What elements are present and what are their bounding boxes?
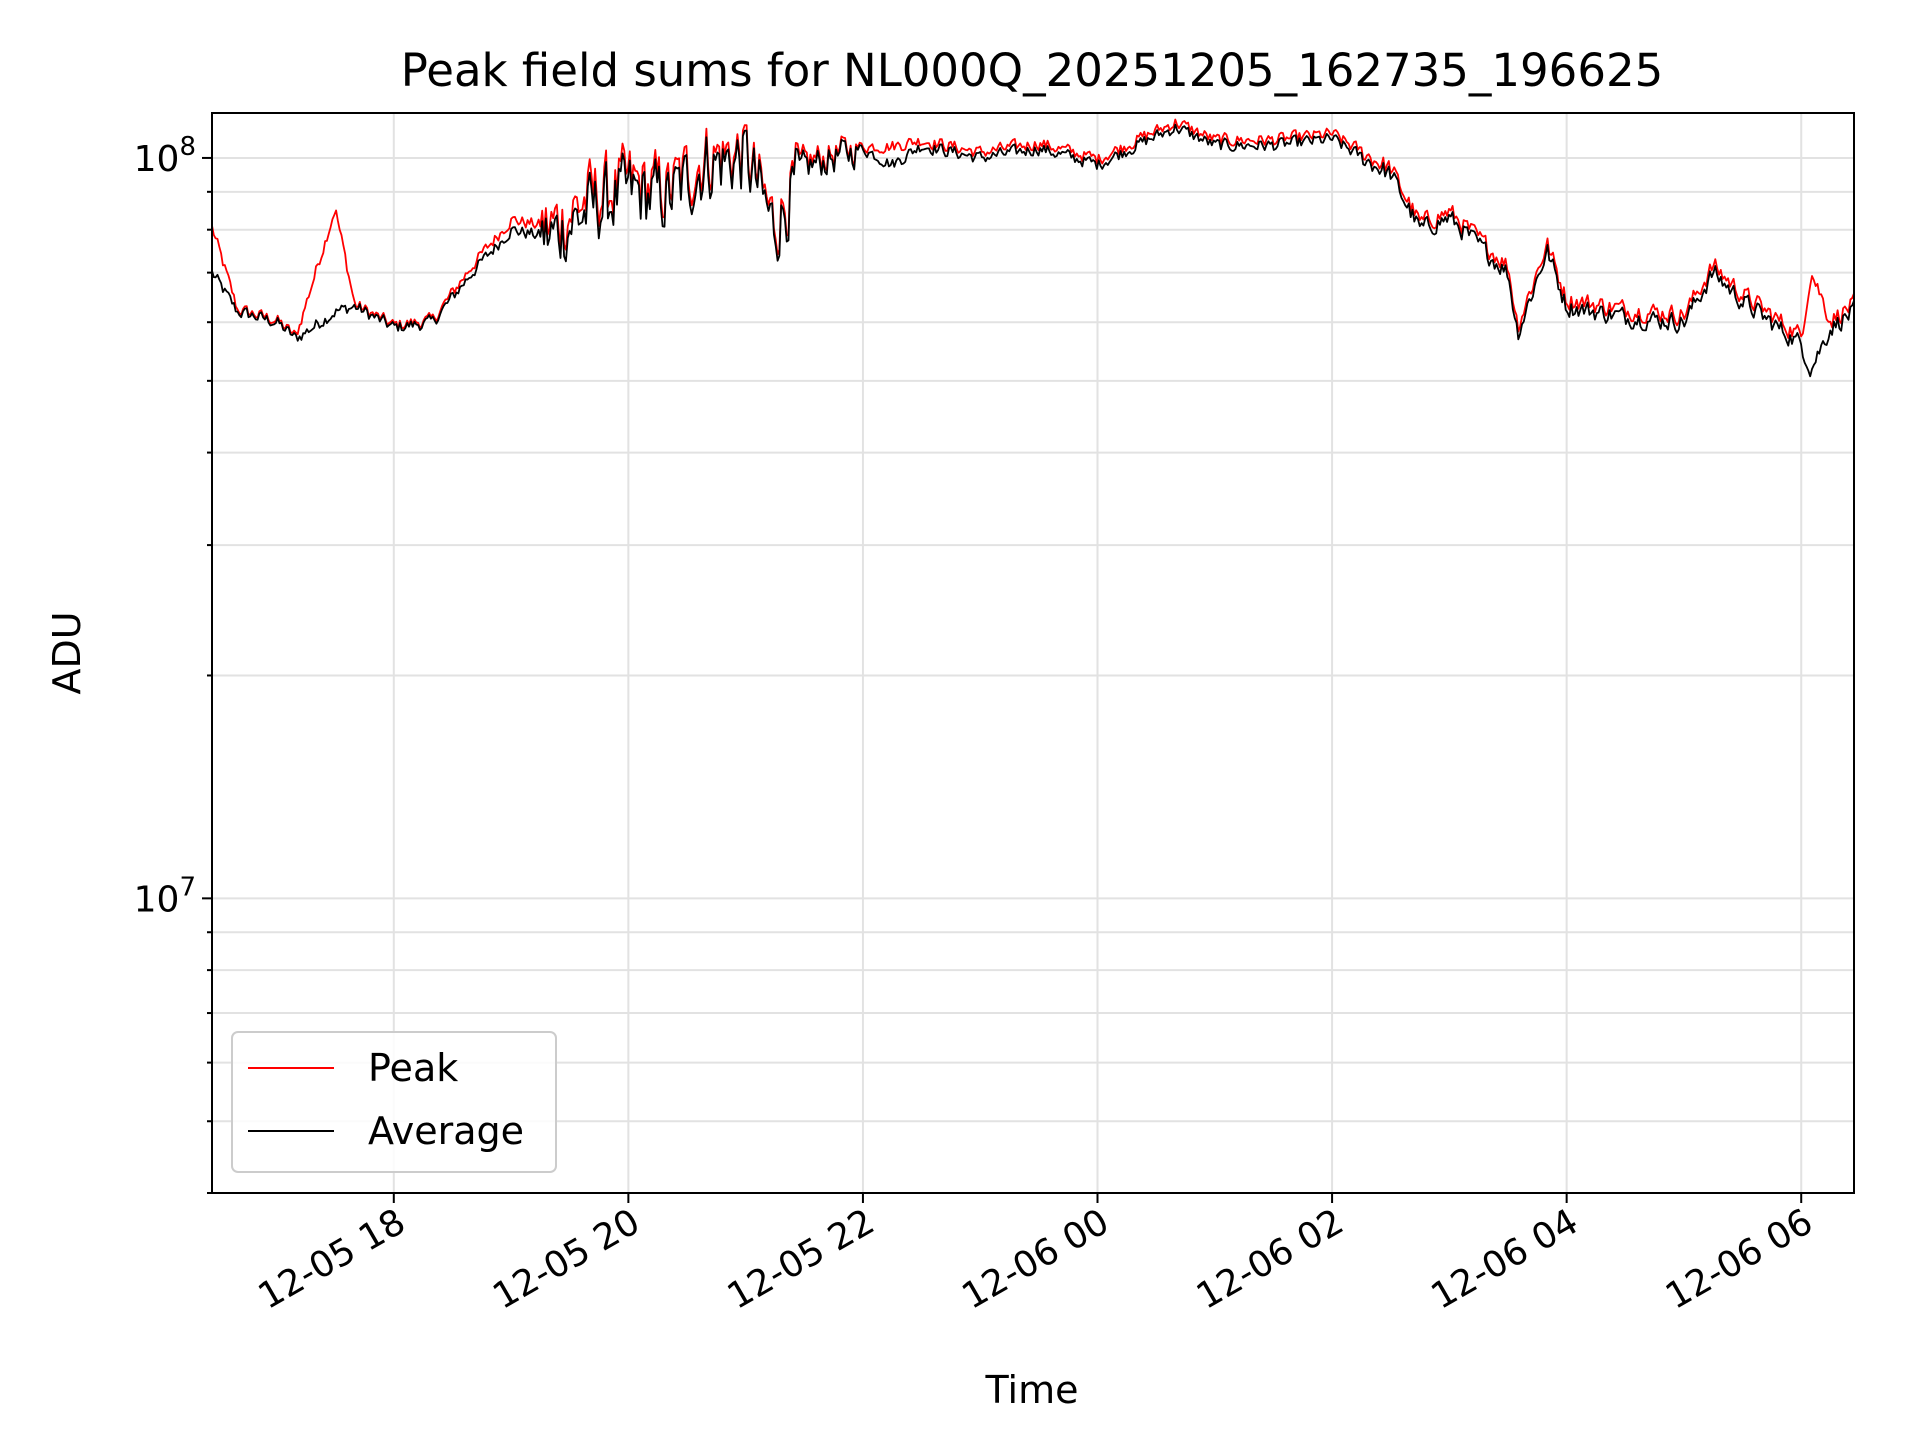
y-tick-label: 108	[134, 132, 196, 180]
series-line-peak	[211, 118, 1855, 339]
chart-title: Peak field sums for NL000Q_20251205_1627…	[401, 44, 1663, 97]
y-axis: 107 108	[134, 132, 212, 1194]
series-layer	[211, 118, 1855, 378]
y-tick-label: 107	[134, 872, 196, 920]
plot-frame	[211, 112, 1855, 1194]
series-line-average	[211, 123, 1855, 378]
y-axis-label: ADU	[45, 611, 89, 694]
legend: Peak Average	[231, 1031, 557, 1173]
x-axis-label: Time	[985, 1368, 1079, 1412]
legend-label-peak: Peak	[368, 1046, 458, 1090]
legend-label-average: Average	[368, 1109, 524, 1153]
grid	[212, 113, 1854, 1194]
